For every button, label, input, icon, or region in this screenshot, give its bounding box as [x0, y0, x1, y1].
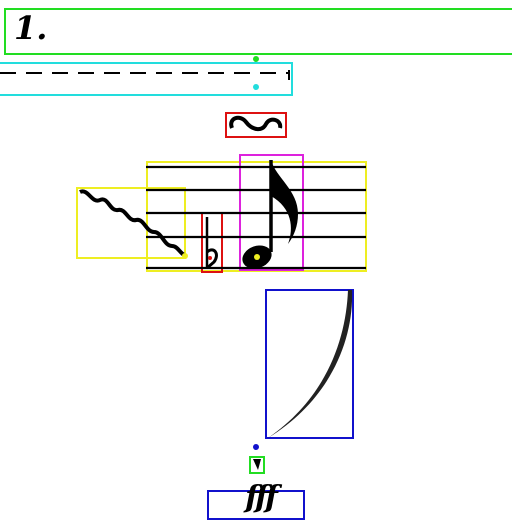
anchor-markers — [182, 56, 260, 450]
slur-box — [265, 289, 354, 439]
eighth-note-icon — [242, 160, 298, 269]
dynamic-marking: fff — [245, 480, 278, 515]
staff-box — [146, 161, 367, 272]
slur-curve-icon — [268, 290, 353, 438]
trill-wavy-line-icon — [79, 189, 187, 258]
small-accidental-box — [249, 456, 265, 474]
fingering-box — [4, 8, 512, 55]
hairline-box — [0, 62, 293, 96]
fingering-number: 1. — [14, 9, 48, 47]
turn-ornament-icon — [229, 115, 283, 131]
turn-box — [225, 112, 287, 138]
trill-box — [76, 187, 186, 259]
small-accidental-icon — [253, 459, 261, 470]
flat-accidental-icon — [205, 217, 218, 270]
